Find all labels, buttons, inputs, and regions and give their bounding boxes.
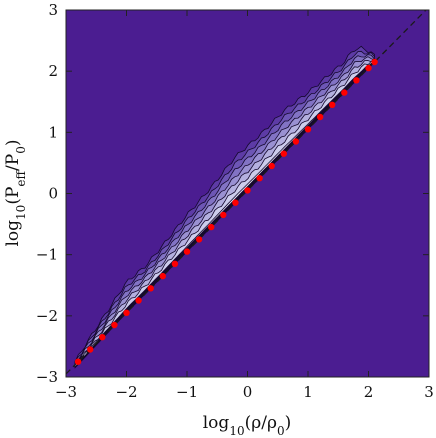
scatter-point bbox=[341, 89, 348, 96]
scatter-point bbox=[208, 223, 215, 231]
scatter-point bbox=[316, 113, 324, 121]
y-tick-label: 1 bbox=[48, 123, 58, 141]
y-axis-label: log10(Peff/P0) bbox=[3, 139, 28, 246]
scatter-layer bbox=[74, 58, 378, 365]
scatter-point bbox=[304, 126, 312, 133]
scatter-point bbox=[195, 236, 203, 243]
scatter-point bbox=[171, 260, 179, 267]
x-tick-label: −1 bbox=[176, 383, 198, 401]
scatter-point bbox=[232, 199, 239, 206]
scatter-point bbox=[280, 150, 287, 157]
y-tick-label: −1 bbox=[36, 246, 58, 264]
scatter-point bbox=[268, 162, 275, 170]
y-tick-label: 0 bbox=[48, 185, 58, 203]
x-tick-label: −3 bbox=[55, 383, 77, 401]
y-tick-label: 3 bbox=[48, 1, 58, 19]
scatter-point bbox=[244, 187, 251, 194]
scatter-point bbox=[159, 272, 166, 280]
scatter-point bbox=[365, 64, 372, 72]
x-tick-label: −2 bbox=[115, 383, 137, 401]
scatter-point bbox=[123, 309, 130, 316]
scatter-point bbox=[183, 248, 191, 255]
x-axis-label: log10(ρ/ρ0) bbox=[203, 413, 291, 438]
x-tick-label: 3 bbox=[424, 383, 434, 401]
scatter-point bbox=[220, 211, 227, 219]
scatter-point bbox=[87, 346, 94, 353]
y-tick-label: −3 bbox=[36, 368, 58, 386]
scatter-point bbox=[256, 175, 263, 182]
scatter-point bbox=[135, 297, 142, 304]
scatter-point bbox=[111, 321, 118, 329]
scatter-point bbox=[371, 58, 378, 66]
scatter-point bbox=[292, 138, 300, 145]
scatter-point bbox=[353, 77, 360, 84]
scatter-point bbox=[99, 334, 106, 341]
y-tick-label: −2 bbox=[36, 307, 58, 325]
scatter-point bbox=[74, 358, 82, 365]
scatter-point bbox=[329, 101, 336, 109]
x-tick-label: 0 bbox=[243, 383, 253, 401]
y-tick-label: 2 bbox=[48, 62, 58, 80]
x-tick-label: 2 bbox=[364, 383, 374, 401]
scatter-point bbox=[147, 285, 154, 292]
tick-layer: −3 −2 −1 0 1 2 3 −3 −2 −1 0 1 2 3 bbox=[36, 1, 434, 401]
x-tick-label: 1 bbox=[303, 383, 313, 401]
